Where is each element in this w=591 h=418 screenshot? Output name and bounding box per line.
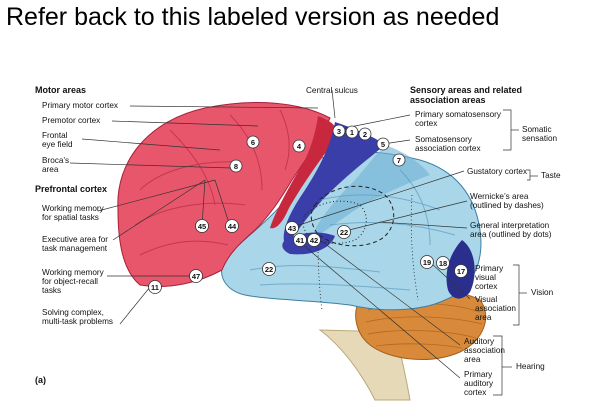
label-somatic-2: sensation (522, 134, 558, 143)
area-number-2: 2 (363, 130, 367, 139)
area-number-8: 8 (234, 162, 238, 171)
label-primary-motor-cortex: Primary motor cortex (42, 101, 118, 110)
somatosensory-association (310, 145, 430, 240)
label-visual-association-3: area (475, 313, 492, 322)
area-number-44: 44 (228, 222, 237, 231)
page-title: Refer back to this labeled version as ne… (6, 3, 500, 31)
wernicke-outline (310, 185, 395, 247)
label-primary-somatosensory-1: Primary somatosensory (415, 110, 501, 119)
label-taste: Taste (541, 171, 561, 180)
label-general-interpretation-2: area (outlined by dots) (470, 230, 552, 239)
label-visual-association-2: association (475, 304, 516, 313)
figure-label: (a) (35, 375, 46, 385)
sensory-areas-header-1: Sensory areas and related (410, 85, 523, 95)
label-wm-object-2: for object-recall (42, 277, 98, 286)
area-number-3: 3 (337, 127, 341, 136)
area-number-41: 41 (296, 236, 304, 245)
somatosensory-strip (283, 122, 385, 245)
label-solving-2: multi-task problems (42, 317, 113, 326)
area-number-43: 43 (288, 224, 296, 233)
label-frontal-eye-field-1: Frontal (42, 131, 68, 140)
label-premotor-cortex: Premotor cortex (42, 116, 101, 125)
area-markers (148, 124, 468, 294)
label-somatic-1: Somatic (522, 125, 552, 134)
label-wernicke-2: (outlined by dashes) (470, 201, 544, 210)
area-number-19: 19 (423, 258, 431, 267)
label-wm-spatial-2: for spatial tasks (42, 213, 99, 222)
motor-areas-header: Motor areas (35, 85, 87, 95)
label-primary-visual-1: Primary (475, 264, 504, 273)
label-wm-object-1: Working memory (42, 268, 104, 277)
area-number-7: 7 (397, 156, 401, 165)
label-primary-auditory-1: Primary (464, 370, 493, 379)
area-number-4: 4 (297, 142, 302, 151)
area-number-22: 22 (340, 228, 348, 237)
area-number-42: 42 (310, 236, 318, 245)
label-auditory-association-2: association (464, 346, 505, 355)
label-primary-visual-3: cortex (475, 282, 498, 291)
label-primary-somatosensory-2: cortex (415, 119, 438, 128)
label-hearing: Hearing (516, 362, 545, 371)
label-primary-visual-2: visual (475, 273, 496, 282)
label-brocas-area-1: Broca’s (42, 156, 70, 165)
area-number-17: 17 (457, 267, 465, 276)
area-number-45: 45 (198, 222, 206, 231)
area-number-18: 18 (439, 259, 447, 268)
label-gustatory-cortex: Gustatory cortex (467, 167, 528, 176)
label-executive-2: task management (42, 244, 108, 253)
area-number-11: 11 (151, 283, 159, 292)
label-wm-object-3: tasks (42, 286, 62, 295)
label-executive-1: Executive area for (42, 235, 108, 244)
label-wernicke-1: Wernicke’s area (470, 192, 529, 201)
label-wm-spatial-1: Working memory (42, 204, 104, 213)
prefrontal-cortex-header: Prefrontal cortex (35, 184, 108, 194)
label-somatosensory-association-1: Somatosensory (415, 135, 472, 144)
label-somatosensory-association-2: association cortex (415, 144, 481, 153)
sensory-areas-header-2: association areas (410, 95, 486, 105)
label-general-interpretation-1: General interpretation (470, 221, 550, 230)
label-visual-association-1: Visual (475, 295, 498, 304)
label-brocas-area-2: area (42, 165, 59, 174)
primary-motor-strip (270, 116, 337, 229)
label-solving-1: Solving complex, (42, 308, 104, 317)
area-number-22b: 22 (265, 265, 273, 274)
area-number-6: 6 (251, 138, 255, 147)
label-primary-auditory-2: auditory (464, 379, 494, 388)
label-vision: Vision (531, 288, 554, 297)
label-frontal-eye-field-2: eye field (42, 140, 73, 149)
label-auditory-association-1: Auditory (464, 337, 495, 346)
area-number-5: 5 (381, 140, 385, 149)
label-primary-auditory-3: cortex (464, 388, 487, 397)
area-number-47: 47 (192, 272, 200, 281)
central-sulcus-label: Central sulcus (306, 86, 358, 95)
label-auditory-association-3: area (464, 355, 481, 364)
area-number-1: 1 (350, 128, 354, 137)
